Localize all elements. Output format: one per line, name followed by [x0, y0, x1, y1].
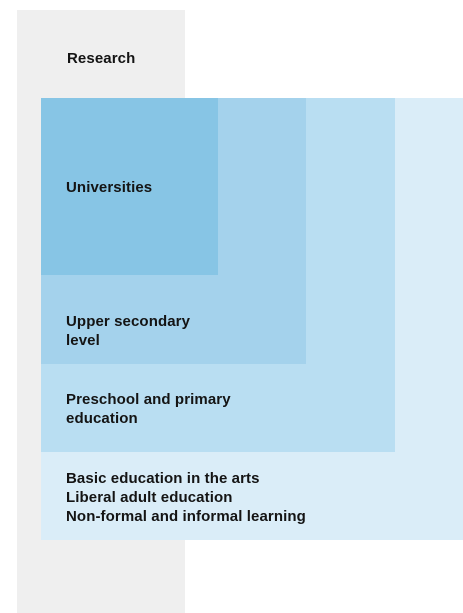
preschool-primary-label: Preschool and primary education: [66, 391, 231, 427]
universities-label: Universities: [66, 179, 153, 196]
upper-secondary-label: Upper secondary level: [66, 313, 191, 349]
universities-box: [41, 98, 218, 275]
research-label: Research: [67, 50, 136, 67]
basic-education-label: Basic education in the arts Liberal adul…: [66, 470, 306, 525]
